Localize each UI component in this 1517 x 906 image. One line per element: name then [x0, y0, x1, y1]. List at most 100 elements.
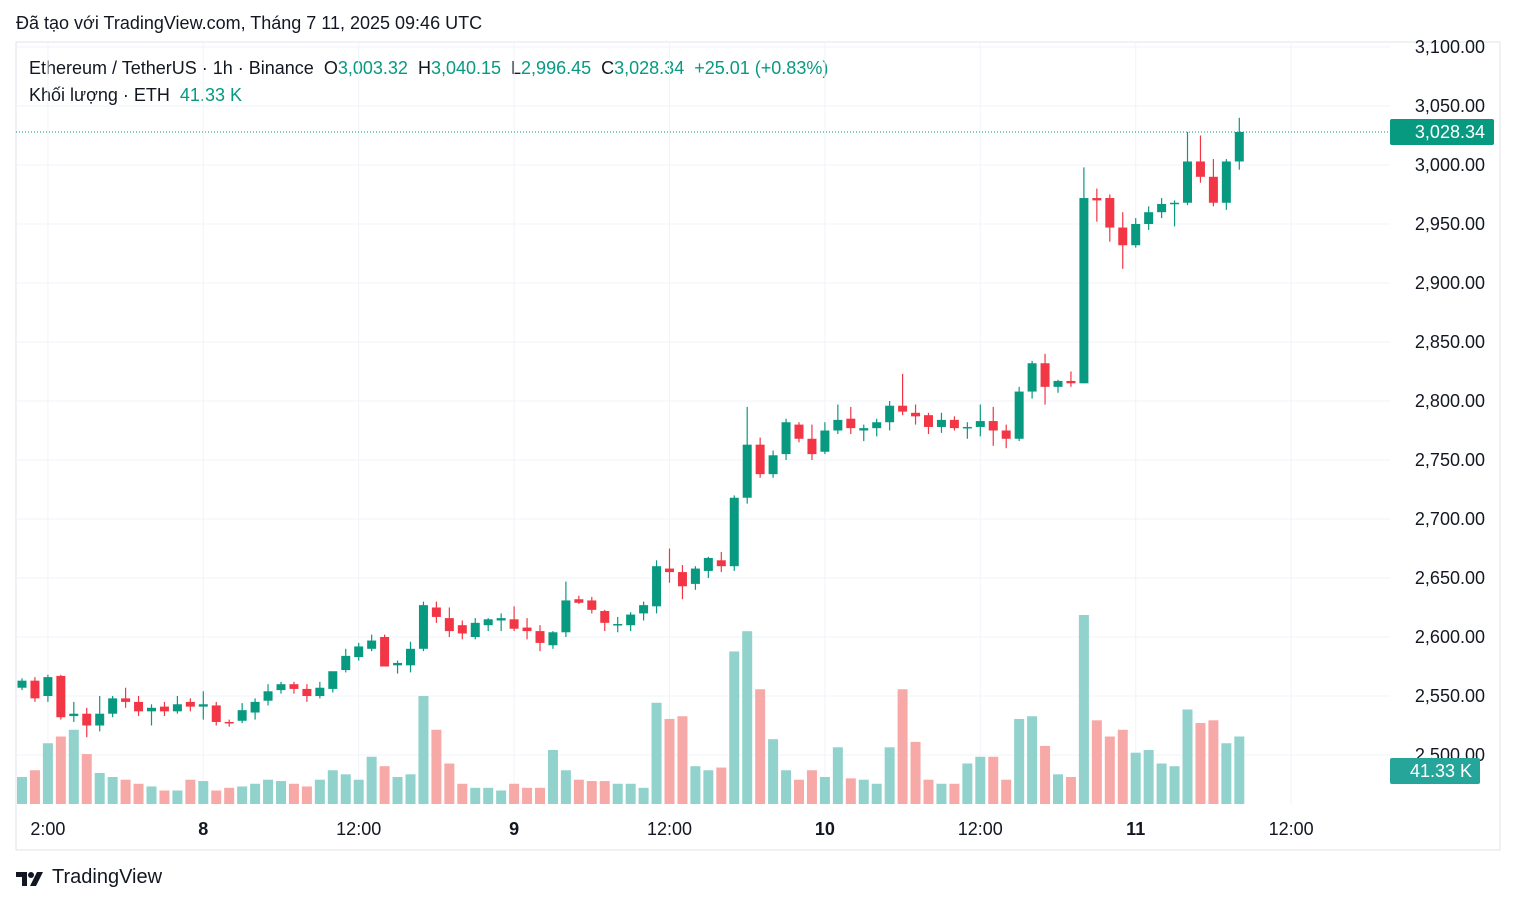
candle-body[interactable] [470, 622, 480, 637]
candle-body[interactable] [1157, 203, 1167, 213]
candle-body[interactable] [911, 412, 921, 417]
candle-body[interactable] [1195, 161, 1205, 177]
candle-body[interactable] [587, 600, 597, 610]
candle-body[interactable] [872, 422, 882, 429]
candle-body[interactable] [1053, 380, 1063, 387]
candle-body[interactable] [522, 627, 532, 632]
candle-body[interactable] [263, 691, 273, 701]
candle-body[interactable] [496, 618, 506, 621]
candle-body[interactable] [17, 680, 27, 688]
candle-body[interactable] [1208, 176, 1218, 203]
candle-body[interactable] [833, 419, 843, 431]
candle-body[interactable] [1040, 363, 1050, 387]
candle-body[interactable] [665, 568, 674, 573]
candle-body[interactable] [949, 419, 959, 429]
candle-body[interactable] [1183, 161, 1192, 203]
candle-body[interactable] [729, 497, 739, 567]
candle-body[interactable] [418, 605, 428, 649]
candle-body[interactable] [354, 646, 364, 658]
candle-body[interactable] [393, 662, 403, 666]
candle-body[interactable] [406, 648, 415, 666]
candle-body[interactable] [1001, 430, 1011, 439]
candle-body[interactable] [43, 677, 53, 696]
candle-body[interactable] [1105, 198, 1115, 228]
candle-body[interactable] [211, 705, 221, 722]
candle-body[interactable] [185, 701, 195, 707]
candle-body[interactable] [561, 600, 571, 633]
candle-body[interactable] [1092, 198, 1102, 201]
candle-body[interactable] [548, 632, 558, 646]
candle-body[interactable] [341, 655, 351, 671]
candle-body[interactable] [639, 605, 649, 614]
candle-body[interactable] [600, 611, 610, 623]
candle-body[interactable] [276, 684, 286, 691]
candle-body[interactable] [755, 444, 765, 475]
candle-body[interactable] [716, 560, 726, 567]
candle-body[interactable] [988, 421, 998, 431]
candle-body[interactable] [781, 422, 791, 455]
candle-body[interactable] [574, 599, 584, 603]
high-value: 3,040.15 [430, 58, 502, 78]
candle-body[interactable] [224, 721, 234, 724]
candle-body[interactable] [613, 624, 623, 626]
candle-body[interactable] [302, 688, 312, 696]
candle-body[interactable] [936, 419, 946, 427]
candle-body[interactable] [108, 698, 118, 714]
candle-body[interactable] [380, 637, 390, 667]
candle-body[interactable] [742, 444, 752, 498]
candle-body[interactable] [975, 421, 985, 427]
candle-body[interactable] [626, 614, 636, 626]
candle-body[interactable] [1131, 224, 1141, 246]
candle-body[interactable] [1027, 363, 1037, 392]
candle-body[interactable] [444, 618, 454, 632]
volume-label[interactable]: Khối lượng · ETH [29, 85, 170, 105]
candle-body[interactable] [652, 566, 662, 607]
candle-body[interactable] [95, 713, 105, 726]
candle-body[interactable] [1066, 380, 1076, 384]
candle-body[interactable] [962, 426, 972, 429]
candle-body[interactable] [703, 557, 713, 571]
candle-body[interactable] [159, 706, 169, 712]
candle-body[interactable] [172, 704, 182, 712]
candle-body[interactable] [1079, 198, 1089, 384]
candle-body[interactable] [885, 405, 895, 423]
candle-body[interactable] [237, 710, 247, 721]
candle-body[interactable] [794, 424, 804, 439]
candle-body[interactable] [820, 430, 830, 452]
candle-body[interactable] [1234, 131, 1244, 162]
candle-body[interactable] [859, 428, 869, 431]
candle-body[interactable] [82, 713, 92, 726]
candle-body[interactable] [535, 631, 545, 643]
candle-body[interactable] [328, 671, 338, 689]
candle-body[interactable] [807, 438, 817, 455]
candle-body[interactable] [30, 680, 40, 699]
x-tick-label: 12:00 [1269, 819, 1314, 839]
candle-body[interactable] [483, 619, 493, 626]
candle-body[interactable] [1014, 391, 1024, 439]
candle-body[interactable] [1144, 212, 1154, 224]
candle-body[interactable] [1170, 202, 1180, 205]
candle-body[interactable] [924, 415, 933, 427]
candle-body[interactable] [509, 619, 519, 629]
candle-body[interactable] [147, 707, 156, 712]
candle-body[interactable] [898, 405, 908, 412]
candle-body[interactable] [69, 713, 79, 717]
candle-body[interactable] [846, 418, 856, 429]
candle-body[interactable] [690, 568, 700, 584]
candle-body[interactable] [457, 625, 467, 634]
symbol-title[interactable]: Ethereum / TetherUS · 1h · Binance [29, 58, 314, 78]
candle-body[interactable] [431, 607, 441, 617]
candle-body[interactable] [367, 640, 377, 649]
candle-body[interactable] [121, 698, 131, 702]
candle-body[interactable] [315, 687, 325, 696]
candle-body[interactable] [1118, 227, 1128, 246]
candle-body[interactable] [768, 455, 778, 475]
candle-body[interactable] [677, 572, 687, 587]
candle-body[interactable] [289, 684, 299, 689]
candle-body[interactable] [198, 704, 208, 707]
candle-body[interactable] [250, 701, 260, 713]
candle-body[interactable] [134, 701, 144, 712]
candle-body[interactable] [1221, 161, 1231, 203]
candle-body[interactable] [56, 675, 66, 718]
